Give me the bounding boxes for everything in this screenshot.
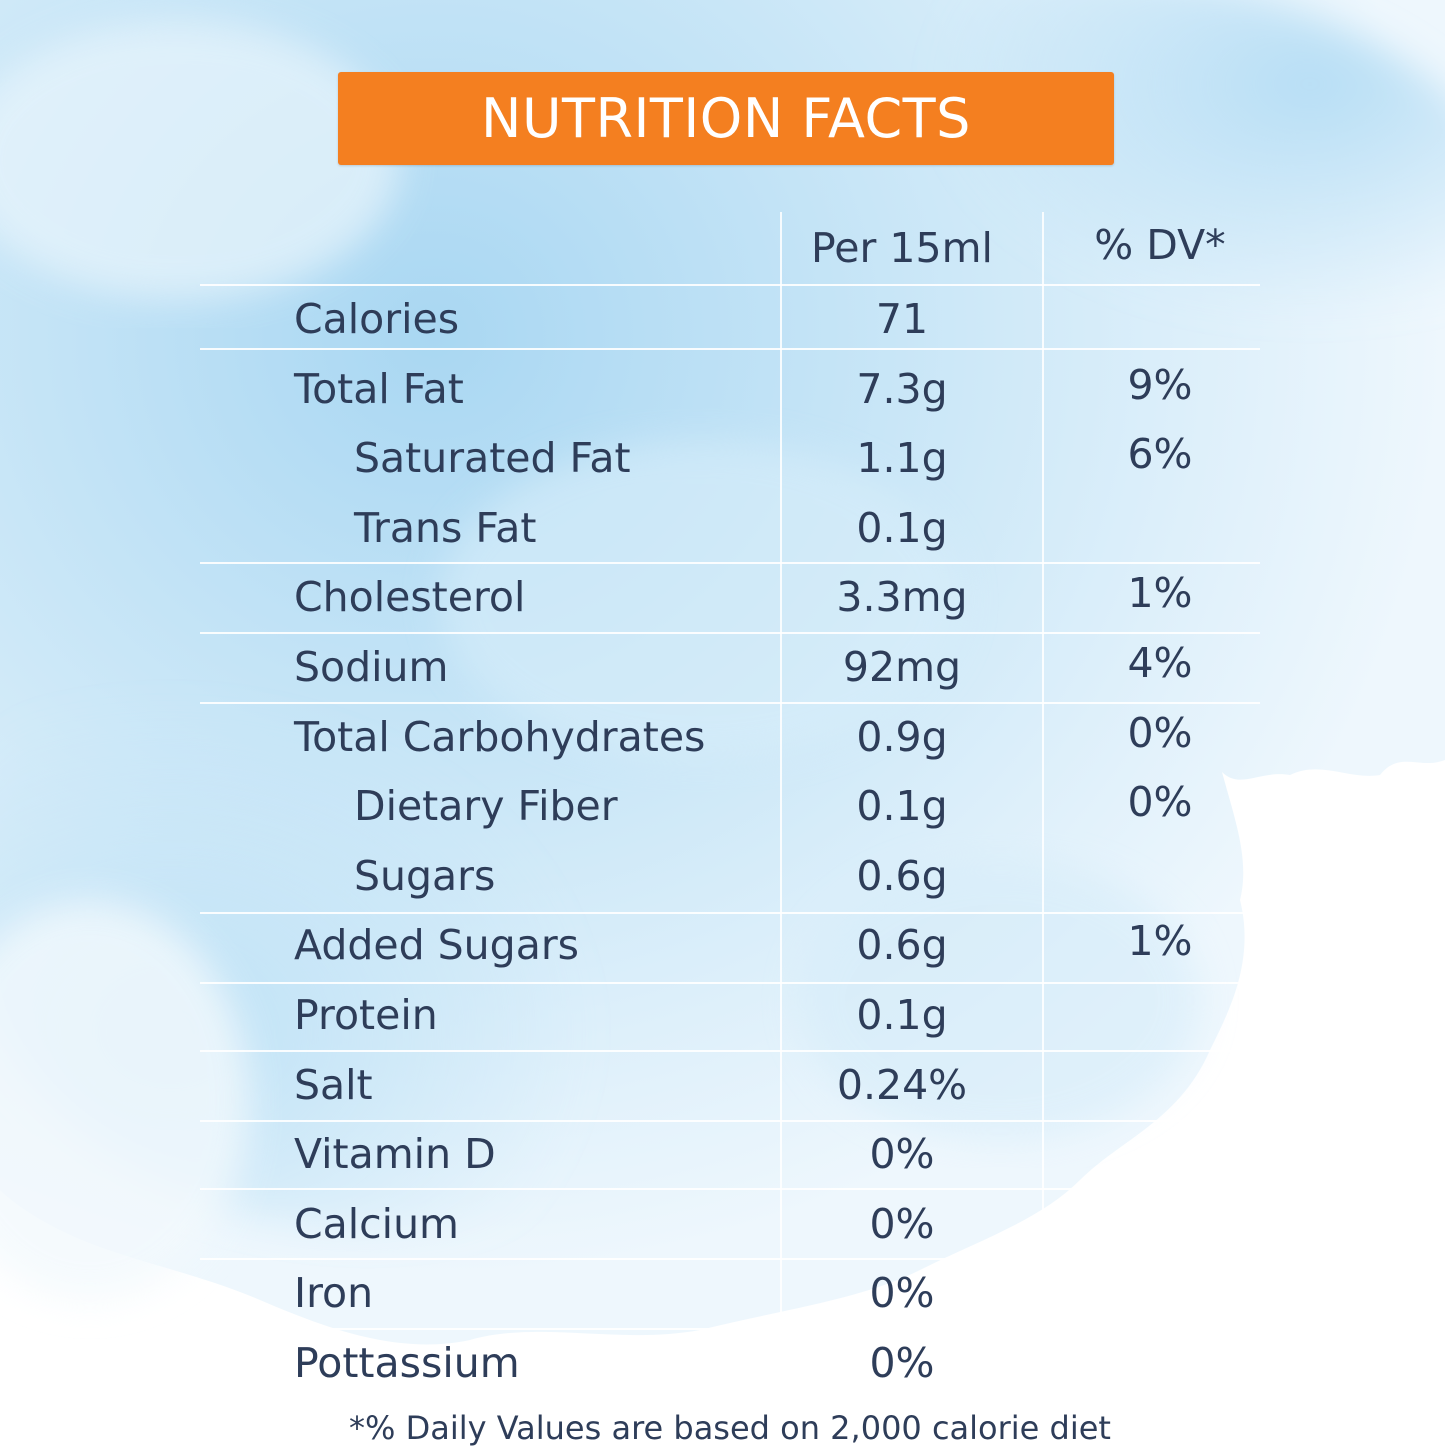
nutrient-name: Salt: [294, 1060, 373, 1109]
nutrient-name: Trans Fat: [354, 503, 537, 552]
nutrient-name: Calories: [294, 295, 460, 343]
nutrient-amount: 0.6g: [856, 921, 948, 970]
nutrient-amount: 3.3mg: [836, 573, 968, 622]
row-divider: [200, 632, 1260, 634]
nutrient-amount: 0%: [869, 1269, 935, 1318]
nutrient-name: Calcium: [294, 1199, 460, 1248]
row-divider: [200, 1050, 1260, 1052]
row-divider: [200, 982, 1260, 984]
nutrient-name: Vitamin D: [294, 1130, 496, 1179]
nutrient-amount: 0%: [869, 1130, 935, 1179]
page-title: NUTRITION FACTS: [481, 87, 971, 150]
nutrient-name: Iron: [294, 1269, 374, 1318]
row-divider: [200, 702, 1260, 704]
nutrition-facts-banner: NUTRITION FACTS: [338, 72, 1114, 165]
column-divider: [1042, 212, 1044, 1382]
nutrient-name: Protein: [294, 991, 438, 1039]
daily-value-footnote: *% Daily Values are based on 2,000 calor…: [349, 1409, 1111, 1447]
column-divider: [780, 212, 782, 1382]
nutrient-amount: 1.1g: [856, 434, 948, 483]
nutrient-daily-value: 1%: [1127, 917, 1193, 966]
nutrient-daily-value: 6%: [1127, 430, 1193, 479]
nutrient-amount: 0.1g: [856, 991, 948, 1039]
row-divider: [200, 562, 1260, 564]
nutrient-name: Pottassium: [294, 1339, 520, 1387]
nutrient-name: Total Carbohydrates: [294, 712, 706, 761]
nutrient-amount: 0%: [869, 1199, 935, 1248]
nutrient-daily-value: 4%: [1127, 639, 1193, 687]
nutrient-name: Total Fat: [294, 364, 464, 413]
nutrient-daily-value: 0%: [1127, 778, 1193, 827]
daily-value-header: % DV*: [1094, 221, 1226, 269]
nutrient-amount: 0.6g: [856, 851, 948, 900]
nutrient-name: Sodium: [294, 643, 449, 691]
nutrient-amount: 0.1g: [856, 503, 948, 552]
row-divider: [200, 1328, 1260, 1330]
nutrient-daily-value: 1%: [1127, 569, 1193, 618]
nutrient-amount: 71: [875, 295, 929, 343]
nutrient-name: Sugars: [354, 851, 496, 900]
row-divider: [200, 284, 1260, 286]
nutrient-daily-value: 0%: [1127, 708, 1193, 757]
row-divider: [200, 1188, 1260, 1190]
row-divider: [200, 348, 1260, 350]
nutrient-amount: 7.3g: [856, 364, 948, 413]
nutrient-amount: 0.1g: [856, 782, 948, 831]
nutrient-amount: 0.9g: [856, 712, 948, 761]
per-serving-header: Per 15ml: [811, 224, 993, 272]
nutrient-name: Saturated Fat: [354, 434, 631, 483]
nutrient-name: Cholesterol: [294, 573, 526, 622]
row-divider: [200, 912, 1260, 914]
row-divider: [200, 1258, 1260, 1260]
nutrient-name: Dietary Fiber: [354, 782, 618, 831]
nutrient-amount: 0.24%: [836, 1060, 968, 1109]
nutrient-name: Added Sugars: [294, 921, 580, 970]
row-divider: [200, 1120, 1260, 1122]
nutrient-amount: 92mg: [842, 643, 962, 691]
nutrient-daily-value: 9%: [1127, 360, 1193, 409]
nutrient-amount: 0%: [869, 1339, 935, 1387]
